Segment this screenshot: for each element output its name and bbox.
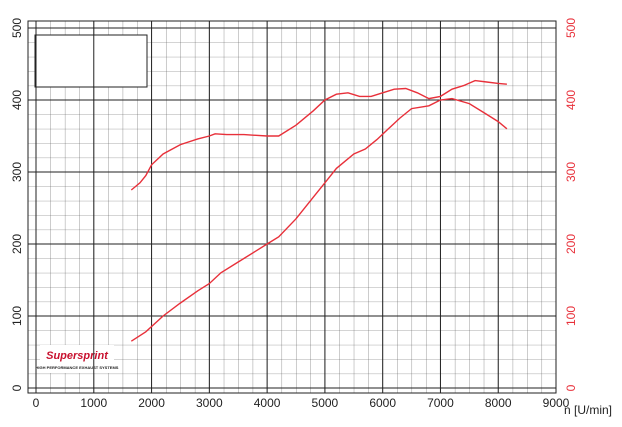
logo-name: Supersprint (46, 350, 109, 362)
x-tick-label: 0 (33, 396, 40, 410)
legend-box (34, 34, 148, 88)
y-tick-label: 100 (10, 306, 24, 326)
x-tick-label: 6000 (369, 396, 396, 410)
y2-tick-label: 0 (564, 384, 578, 391)
logo-bg (40, 345, 114, 373)
x-tick-label: 5000 (312, 396, 339, 410)
y-tick-label: 500 (10, 18, 24, 38)
x-tick-label: 4000 (254, 396, 281, 410)
y2-tick-label: 500 (564, 18, 578, 38)
x-tick-label: 9000 (543, 396, 570, 410)
logo: Supersprint HIGH PERFORMANCE EXHAUST SYS… (36, 345, 119, 373)
y-tick-label: 300 (10, 162, 24, 182)
y-tick-label: 200 (10, 234, 24, 254)
y2-tick-label: 100 (564, 306, 578, 326)
x-tick-label: 7000 (427, 396, 454, 410)
y2-tick-label: 300 (564, 162, 578, 182)
x-tick-label: 3000 (196, 396, 223, 410)
y-tick-label: 0 (10, 384, 24, 391)
y2-tick-label: 200 (564, 234, 578, 254)
series-line (130, 79, 507, 191)
logo-tagline: HIGH PERFORMANCE EXHAUST SYSTEMS (36, 365, 119, 370)
y2-tick-label: 400 (564, 90, 578, 110)
x-axis-label: n [U/min] (564, 403, 612, 417)
y-tick-label: 400 (10, 90, 24, 110)
x-tick-label: 8000 (485, 396, 512, 410)
x-tick-label: 2000 (138, 396, 165, 410)
series-line (130, 97, 508, 342)
x-tick-label: 1000 (80, 396, 107, 410)
